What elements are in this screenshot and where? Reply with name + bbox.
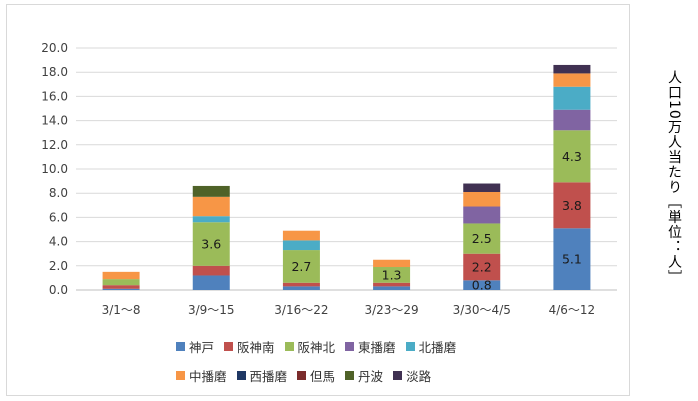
legend-swatch	[236, 371, 246, 380]
bar-segment	[553, 130, 591, 183]
legend-swatch	[345, 342, 355, 351]
data-label: 1.3	[382, 267, 402, 282]
x-tick-label: 3/23〜29	[364, 303, 418, 317]
chart-frame	[6, 4, 630, 396]
x-tick-label: 3/30〜4/5	[453, 303, 511, 317]
legend-swatch	[284, 342, 294, 351]
x-tick-label: 4/6〜12	[549, 303, 596, 317]
y-tick-label: 14.0	[41, 114, 68, 128]
y-tick-label: 20.0	[41, 41, 68, 55]
bar-segment	[192, 216, 230, 223]
bar-segment	[553, 109, 591, 131]
bar-segment	[463, 253, 501, 281]
legend-swatch	[176, 342, 185, 351]
x-tick-label: 3/16〜22	[274, 303, 328, 317]
legend-swatch	[405, 342, 415, 351]
legend-swatch	[224, 342, 234, 351]
legend-swatch	[297, 371, 307, 380]
bar-segment	[192, 275, 230, 290]
legend-item: 西播磨	[236, 366, 288, 385]
legend-item: 但馬	[297, 366, 335, 385]
bar-segment	[192, 222, 230, 266]
legend-label: 但馬	[310, 369, 336, 384]
bar-segment	[463, 206, 501, 224]
y-tick-label: 16.0	[41, 89, 68, 103]
data-label: 3.6	[201, 237, 221, 252]
bar-segment	[553, 228, 591, 290]
y-axis-label: 人口10万人当たり［単位：人］	[666, 70, 682, 285]
bar-segment	[553, 86, 591, 110]
bar-segment	[373, 282, 411, 287]
bar-segment	[102, 279, 140, 286]
bar-segment	[373, 259, 411, 268]
data-label: 2.7	[291, 259, 311, 274]
legend-item: 東播磨	[345, 337, 396, 356]
bar-segment	[192, 265, 230, 276]
bar-segment	[373, 267, 411, 283]
bar-segment	[373, 286, 411, 290]
bar-segment	[463, 223, 501, 254]
bar-segment	[282, 282, 320, 287]
x-tick-labels: 3/1〜8 3/9〜15 3/16〜22 3/23〜29 3/30〜4/5 4/6〜12	[102, 303, 596, 317]
data-label: 2.5	[472, 231, 492, 246]
legend-swatch	[176, 371, 185, 380]
legend-label: 阪神南	[237, 340, 275, 355]
bar-segment	[282, 230, 320, 241]
legend-row-2: 中播磨 西播磨 但馬 丹波 淡路	[176, 366, 441, 385]
bar-segment	[102, 285, 140, 289]
legend-row-1: 神戸 阪神南 阪神北 東播磨 北播磨	[176, 337, 466, 356]
bar-segment	[463, 191, 501, 207]
legend-label: 西播磨	[249, 369, 288, 384]
data-label: 4.3	[562, 149, 582, 164]
bar-segment	[102, 271, 140, 280]
x-tick-label: 3/9〜15	[188, 303, 235, 317]
y-tick-label: 18.0	[41, 65, 68, 79]
legend-label: 中播磨	[189, 369, 227, 384]
data-label: 3.8	[562, 198, 582, 213]
legend-item: 丹波	[345, 366, 383, 385]
legend-label: 丹波	[358, 369, 384, 384]
x-tick-label: 3/1〜8	[102, 303, 141, 317]
legend-label: 阪神北	[297, 340, 336, 355]
bar-segment	[282, 286, 320, 290]
legend-item: 阪神北	[284, 337, 336, 356]
bar-segment	[553, 64, 591, 74]
bar-segment	[282, 250, 320, 283]
legend-item: 神戸	[176, 337, 214, 356]
legend-label: 東播磨	[358, 340, 396, 355]
gridlines	[76, 47, 617, 291]
legend-label: 北播磨	[418, 340, 457, 355]
bar-segment	[102, 288, 140, 290]
legend-swatch	[393, 371, 403, 380]
legend-label: 神戸	[189, 340, 215, 355]
bar-segment	[553, 73, 591, 87]
bar-segment	[463, 280, 501, 290]
legend-item: 淡路	[393, 366, 431, 385]
y-tick-labels: 0.0 2.0 4.0 6.0 8.0 10.0 12.0 14.0 16.0 18.0 20.0	[41, 41, 68, 297]
bar-segment	[192, 196, 230, 217]
bars	[102, 64, 591, 290]
legend-label: 淡路	[406, 369, 432, 384]
data-labels: 3.6 2.7 1.3 0.8 2.2 2.5 5.1 3.8 4.3	[201, 149, 582, 293]
data-label: 0.8	[472, 278, 492, 293]
bar-segment	[553, 182, 591, 229]
legend-swatch	[345, 371, 355, 380]
y-tick-label: 12.0	[41, 138, 68, 152]
bar-segment	[463, 183, 501, 192]
y-tick-label: 8.0	[49, 186, 68, 200]
y-tick-label: 6.0	[49, 210, 68, 224]
y-tick-label: 0.0	[49, 283, 68, 297]
bar-segment	[192, 185, 230, 197]
bar-segment	[282, 240, 320, 251]
y-tick-label: 4.0	[49, 235, 68, 249]
legend-item: 阪神南	[224, 337, 275, 356]
data-label: 2.2	[472, 260, 492, 275]
legend-item: 中播磨	[176, 366, 227, 385]
y-tick-label: 10.0	[41, 162, 68, 176]
y-tick-label: 2.0	[49, 259, 68, 273]
data-label: 5.1	[562, 252, 582, 267]
legend-item: 北播磨	[405, 337, 457, 356]
